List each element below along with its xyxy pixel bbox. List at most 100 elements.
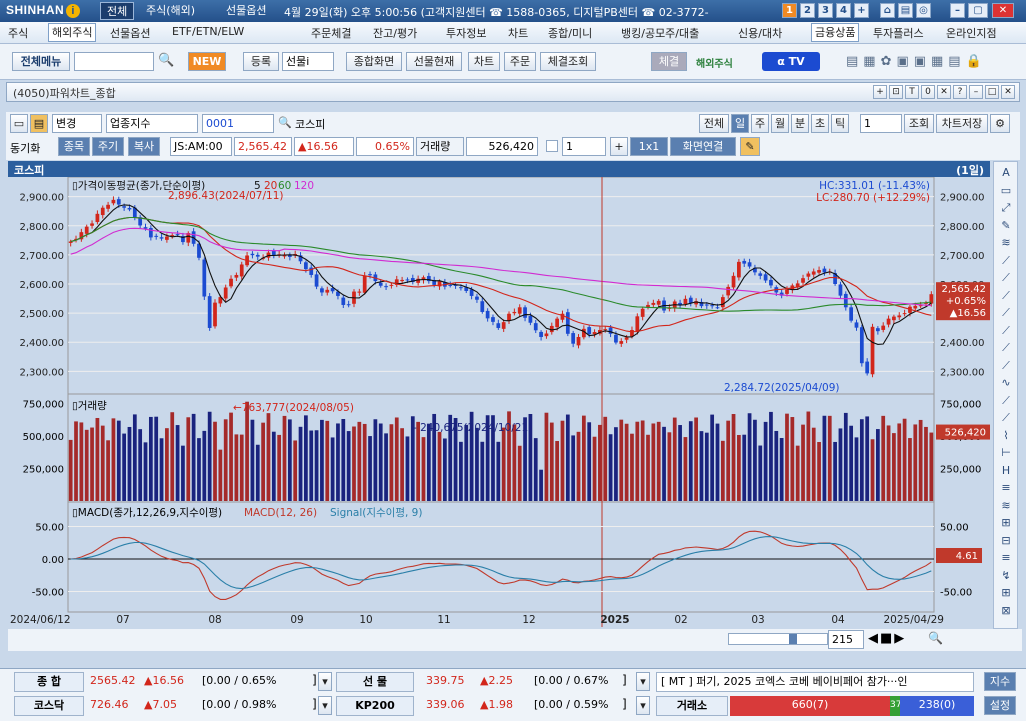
index-button[interactable]: 지수	[984, 672, 1016, 691]
draw-tool-icon-12[interactable]: ∿	[1001, 376, 1011, 389]
menu-item-13[interactable]: 온라인지점	[946, 27, 997, 40]
draw-tool-icon-7[interactable]: ⟋	[1002, 288, 1010, 302]
futures-select[interactable]: 선물i	[282, 52, 334, 71]
menu-item-10[interactable]: 신용/대차	[738, 27, 783, 40]
count-select[interactable]: 1	[860, 114, 902, 133]
kosdaq-dropdown[interactable]: ▾	[318, 696, 332, 715]
page-2-button[interactable]: 2	[800, 3, 815, 18]
plus-button[interactable]: +	[610, 137, 628, 156]
period-button-1[interactable]: 일	[731, 114, 749, 133]
overseas-stock-link[interactable]: 해외주식	[696, 59, 733, 70]
period-button-0[interactable]: 전체	[699, 114, 729, 133]
query-button[interactable]: 조회	[904, 114, 934, 133]
menu-item-7[interactable]: 차트	[508, 27, 529, 40]
minimize-icon[interactable]: –	[950, 3, 965, 18]
num-select[interactable]: 1	[562, 137, 606, 156]
window-control-6[interactable]: –	[969, 85, 983, 99]
window-control-8[interactable]: ✕	[1001, 85, 1015, 99]
page-4-button[interactable]: 4	[836, 3, 851, 18]
close-icon[interactable]: ✕	[992, 3, 1014, 18]
period-button-2[interactable]: 주	[751, 114, 769, 133]
pen-icon[interactable]: ✎	[740, 137, 760, 156]
draw-tool-icon-25[interactable]: ⊠	[1001, 603, 1011, 617]
page-add-button[interactable]: +	[854, 3, 869, 18]
index-type-select[interactable]: 업종지수	[106, 114, 198, 133]
new-button[interactable]: NEW	[188, 52, 226, 71]
register-button[interactable]: 등록	[243, 52, 279, 71]
draw-tool-icon-5[interactable]: ⟋	[1002, 253, 1010, 267]
menu-item-9[interactable]: 뱅킹/공모주/대출	[621, 27, 700, 40]
print-icon[interactable]: ▤	[898, 3, 913, 18]
draw-tool-icon-21[interactable]: ⊟	[1001, 533, 1011, 547]
draw-tool-icon-14[interactable]: ⟋	[1002, 411, 1010, 424]
draw-tool-icon-15[interactable]: ⌇	[1003, 428, 1009, 442]
connect-button[interactable]: 화면연결	[670, 137, 736, 156]
window-control-3[interactable]: 0	[921, 85, 935, 99]
copy-button[interactable]: 복사	[128, 137, 160, 156]
tab-futures-options[interactable]: 선물옵션	[226, 4, 267, 17]
draw-tool-icon-17[interactable]: H	[1001, 463, 1011, 477]
layout-1x1-button[interactable]: 1x1	[630, 137, 668, 156]
overview-button[interactable]: 종합화면	[346, 52, 402, 71]
draw-tool-icon-16[interactable]: ⊢	[1001, 446, 1011, 459]
settings-button[interactable]: 설정	[984, 696, 1016, 715]
nav-buttons[interactable]: ◀■▶	[868, 631, 907, 646]
window-control-1[interactable]: ⊡	[889, 85, 903, 99]
draw-tool-icon-2[interactable]: ⤢	[1001, 201, 1011, 214]
chart-canvas[interactable]: 2,900.00 2,900.00 2,800.00 2,800.00 2,700.00…	[8, 177, 990, 627]
window-control-2[interactable]: T	[905, 85, 919, 99]
stock-button[interactable]: 종목	[58, 137, 90, 156]
draw-tool-icon-0[interactable]: A	[1002, 166, 1010, 179]
period-button-5[interactable]: 초	[811, 114, 829, 133]
page-1-button[interactable]: 1	[782, 3, 797, 18]
draw-tool-icon-11[interactable]: ⟋	[1002, 358, 1010, 372]
draw-tool-icon-22[interactable]: ≡	[1001, 551, 1011, 564]
menu-item-2[interactable]: 선물옵션	[110, 27, 151, 40]
composite-dropdown[interactable]: ▾	[318, 672, 332, 691]
page-3-button[interactable]: 3	[818, 3, 833, 18]
cycle-button[interactable]: 주기	[92, 137, 124, 156]
kp200-dropdown[interactable]: ▾	[636, 696, 650, 715]
draw-tool-icon-6[interactable]: ⟋	[1002, 271, 1010, 284]
home-icon[interactable]: ⌂	[880, 3, 895, 18]
draw-tool-icon-1[interactable]: ▭	[1000, 183, 1012, 197]
period-button-6[interactable]: 틱	[831, 114, 849, 133]
settings-icon[interactable]: ⚙	[990, 114, 1010, 133]
tool-icons[interactable]: ▤▦✿▣▣▦▤🔒	[846, 54, 987, 69]
window-control-0[interactable]: +	[873, 85, 887, 99]
num-checkbox[interactable]	[546, 140, 558, 152]
layout-icon[interactable]: ▭	[10, 114, 28, 133]
magnify-icon[interactable]: 🔍	[928, 631, 943, 645]
window-control-7[interactable]: □	[985, 85, 999, 99]
tab-overseas-stock[interactable]: 주식(해외)	[146, 4, 196, 17]
window-control-5[interactable]: ?	[953, 85, 967, 99]
all-menu-button[interactable]: 전체메뉴	[12, 52, 70, 71]
period-button-3[interactable]: 월	[771, 114, 789, 133]
draw-tool-icon-9[interactable]: ⟋	[1002, 323, 1010, 337]
code-search-icon[interactable]: 🔍	[278, 116, 292, 129]
draw-tool-icon-20[interactable]: ⊞	[1001, 516, 1011, 529]
menu-item-1[interactable]: 해외주식	[48, 23, 97, 42]
menu-item-11[interactable]: 금융상품	[811, 23, 860, 42]
chart-button[interactable]: 차트	[468, 52, 500, 71]
maximize-icon[interactable]: ▢	[968, 3, 988, 18]
menu-item-0[interactable]: 주식	[8, 27, 29, 40]
draw-tool-icon-3[interactable]: ✎	[1001, 218, 1011, 232]
draw-tool-icon-8[interactable]: ⟋	[1002, 306, 1010, 319]
draw-tool-icon-23[interactable]: ↯	[1001, 568, 1011, 582]
order-button[interactable]: 주문	[504, 52, 536, 71]
menu-item-6[interactable]: 투자정보	[446, 27, 487, 40]
search-icon[interactable]: 🔍	[158, 53, 175, 68]
menu-search-input[interactable]	[74, 52, 154, 71]
menu-item-5[interactable]: 잔고/평가	[373, 27, 418, 40]
menu-item-3[interactable]: ETF/ETN/ELW	[172, 25, 245, 38]
menu-item-8[interactable]: 종합/미니	[548, 27, 593, 40]
chart-save-button[interactable]: 차트저장	[936, 114, 988, 133]
menu-item-12[interactable]: 투자플러스	[873, 27, 924, 40]
draw-tool-icon-10[interactable]: ⟋	[1002, 341, 1010, 354]
draw-tool-icon-4[interactable]: ≋	[1001, 236, 1011, 249]
lock-icon[interactable]: ▤	[30, 114, 48, 133]
window-control-4[interactable]: ✕	[937, 85, 951, 99]
draw-tool-icon-24[interactable]: ⊞	[1001, 586, 1011, 599]
tv-button[interactable]: α TV	[762, 52, 820, 71]
